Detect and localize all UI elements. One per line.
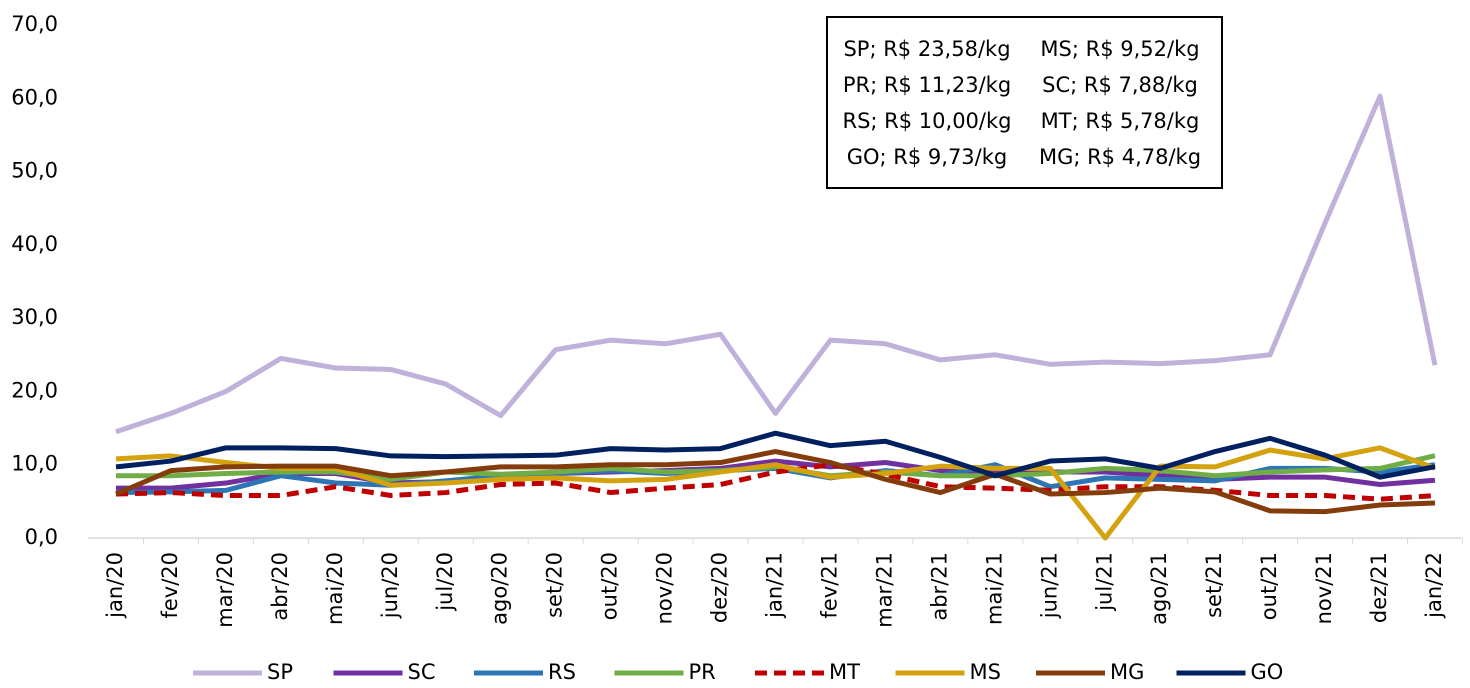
x-tick-label: set/21 <box>1202 552 1226 618</box>
annotation: MG; R$ 4,78/kg <box>1039 145 1201 169</box>
x-tick-label: nov/20 <box>653 552 677 624</box>
annotation: MS; R$ 9,52/kg <box>1040 37 1199 61</box>
series-line <box>115 430 1436 480</box>
x-tick-label: jan/22 <box>1422 552 1446 619</box>
annotation: MT; R$ 5,78/kg <box>1041 109 1200 133</box>
y-tick-label: 0,0 <box>25 525 58 549</box>
legend-label: MT <box>829 660 860 684</box>
x-tick-label: dez/20 <box>708 552 732 623</box>
x-tick-label: jun/20 <box>378 552 402 619</box>
x-tick-label: jan/20 <box>103 552 127 619</box>
y-tick-label: 50,0 <box>11 159 58 183</box>
x-tick-label: fev/20 <box>158 552 182 619</box>
annotation: SC; R$ 7,88/kg <box>1042 73 1198 97</box>
legend-label: GO <box>1251 660 1284 684</box>
series-line <box>115 449 1436 515</box>
x-tick-label: mai/20 <box>323 552 347 625</box>
x-tick-label: jul/21 <box>1092 552 1116 612</box>
x-tick-label: out/20 <box>598 552 622 620</box>
x-tick-label: ago/20 <box>488 552 512 625</box>
x-tick-label: mar/21 <box>872 552 896 628</box>
annotation: SP; R$ 23,58/kg <box>843 37 1010 61</box>
x-tick-label: abr/20 <box>268 552 292 621</box>
x-tick-label: abr/21 <box>927 552 951 621</box>
x-tick-label: nov/21 <box>1312 552 1336 624</box>
x-tick-label: jun/21 <box>1037 552 1061 619</box>
legend-label: PR <box>689 660 716 684</box>
y-tick-label: 60,0 <box>11 85 58 109</box>
y-tick-label: 10,0 <box>11 452 58 476</box>
legend-label: SP <box>267 660 293 684</box>
x-tick-label: ago/21 <box>1147 552 1171 625</box>
x-tick-label: jul/20 <box>433 552 457 612</box>
x-tick-label: jan/21 <box>763 552 787 619</box>
legend-label: MS <box>970 660 1001 684</box>
y-tick-label: 30,0 <box>11 305 58 329</box>
y-tick-label: 70,0 <box>11 12 58 36</box>
y-tick-label: 40,0 <box>11 232 58 256</box>
legend-label: MG <box>1110 660 1144 684</box>
x-tick-label: set/20 <box>543 552 567 618</box>
x-tick-label: mai/21 <box>982 552 1006 625</box>
x-tick-label: dez/21 <box>1367 552 1391 623</box>
x-tick-label: fev/21 <box>817 552 841 619</box>
annotation: GO; R$ 9,73/kg <box>847 145 1008 169</box>
x-tick-label: mar/20 <box>213 552 237 628</box>
series-line <box>115 93 1438 435</box>
annotation-box <box>826 16 1223 189</box>
x-tick-label: out/21 <box>1257 552 1281 620</box>
annotation: PR; R$ 11,23/kg <box>843 73 1011 97</box>
legend-label: SC <box>408 660 436 684</box>
annotation: RS; R$ 10,00/kg <box>843 109 1012 133</box>
legend-label: RS <box>548 660 576 684</box>
y-tick-label: 20,0 <box>11 378 58 402</box>
